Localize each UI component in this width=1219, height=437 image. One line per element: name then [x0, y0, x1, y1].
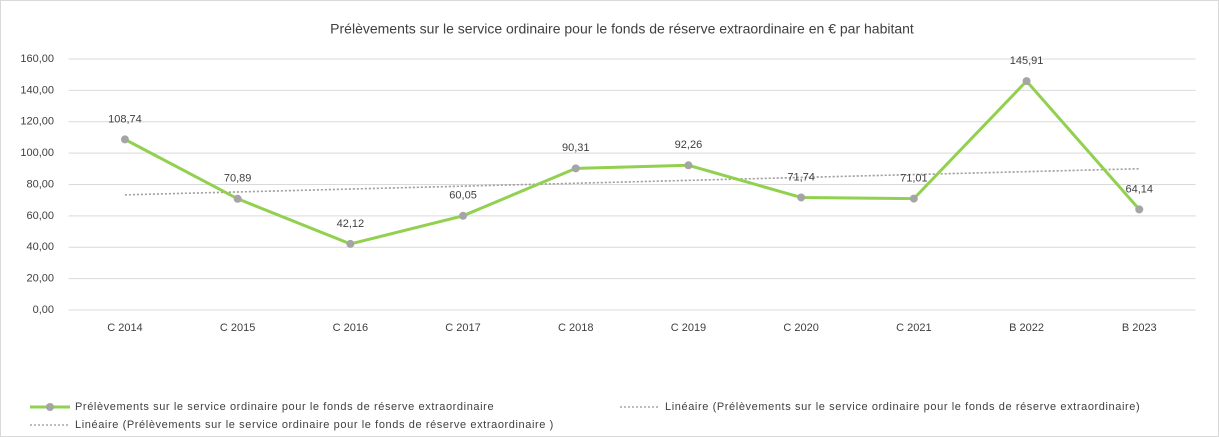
y-tick-label: 40,00 — [26, 241, 54, 253]
x-tick-label: C 2014 — [107, 322, 142, 334]
data-label: 92,26 — [675, 139, 703, 151]
x-tick-label: C 2019 — [671, 322, 706, 334]
marker — [346, 239, 355, 248]
marker — [120, 135, 129, 144]
data-label: 64,14 — [1125, 183, 1153, 195]
y-tick-label: 140,00 — [20, 84, 54, 96]
x-tick-label: C 2015 — [220, 322, 255, 334]
legend-marker — [46, 403, 54, 411]
x-tick-label: B 2022 — [1009, 322, 1044, 334]
marker — [233, 194, 242, 203]
data-label: 71,74 — [787, 171, 815, 183]
legend-label: Linéaire (Prélèvements sur le service or… — [665, 401, 1140, 413]
data-label: 71,01 — [900, 173, 928, 185]
marker — [459, 211, 468, 220]
y-tick-label: 100,00 — [20, 147, 54, 159]
y-tick-label: 60,00 — [26, 210, 54, 222]
y-tick-label: 120,00 — [20, 116, 54, 128]
data-label: 60,05 — [449, 190, 477, 202]
x-tick-label: C 2016 — [333, 322, 368, 334]
marker — [1135, 205, 1144, 214]
y-tick-label: 0,00 — [33, 304, 54, 316]
x-tick-label: B 2023 — [1122, 322, 1157, 334]
legend: Prélèvements sur le service ordinaire po… — [30, 401, 1140, 431]
y-tick-label: 160,00 — [20, 53, 54, 65]
y-tick-label: 20,00 — [26, 273, 54, 285]
legend-label: Prélèvements sur le service ordinaire po… — [75, 401, 494, 413]
x-tick-label: C 2021 — [896, 322, 931, 334]
y-tick-label: 80,00 — [26, 178, 54, 190]
marker — [684, 161, 693, 170]
marker — [1022, 77, 1031, 86]
data-label: 145,91 — [1010, 55, 1044, 67]
marker — [797, 193, 806, 202]
data-label: 42,12 — [337, 218, 365, 230]
chart-title: Prélèvements sur le service ordinaire po… — [330, 21, 914, 37]
series-line — [124, 78, 1141, 246]
trend-line — [124, 168, 1140, 196]
data-label: 108,74 — [108, 113, 142, 125]
x-tick-label: C 2018 — [558, 322, 593, 334]
x-tick-label: C 2020 — [783, 322, 818, 334]
marker — [909, 194, 918, 203]
x-tick-label: C 2017 — [445, 322, 480, 334]
data-label: 70,89 — [224, 173, 252, 185]
legend-label: Linéaire (Prélèvements sur le service or… — [75, 419, 554, 431]
data-label: 90,31 — [562, 142, 590, 154]
marker — [571, 164, 580, 173]
